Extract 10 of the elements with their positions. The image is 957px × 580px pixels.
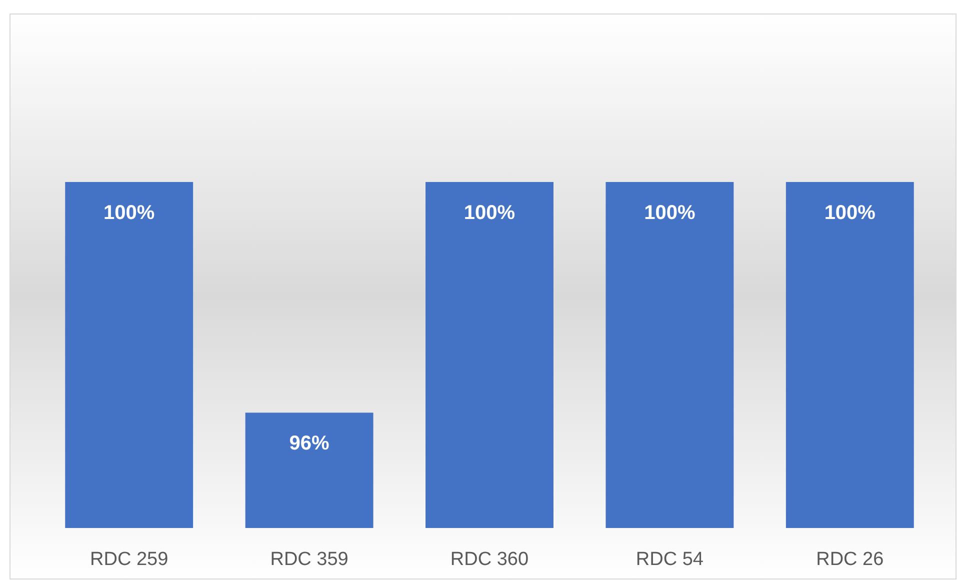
x-tick-label: RDC 26: [816, 549, 884, 570]
x-tick-label: RDC 359: [270, 549, 348, 570]
data-label: 96%: [289, 432, 330, 455]
data-label: 100%: [644, 202, 696, 224]
x-tick-label: RDC 360: [450, 549, 529, 570]
data-label: 100%: [824, 202, 876, 224]
data-label: 100%: [464, 202, 516, 224]
x-tick-label: RDC 54: [636, 549, 704, 570]
x-tick-label: RDC 259: [90, 549, 168, 570]
data-label: 100%: [104, 202, 155, 224]
